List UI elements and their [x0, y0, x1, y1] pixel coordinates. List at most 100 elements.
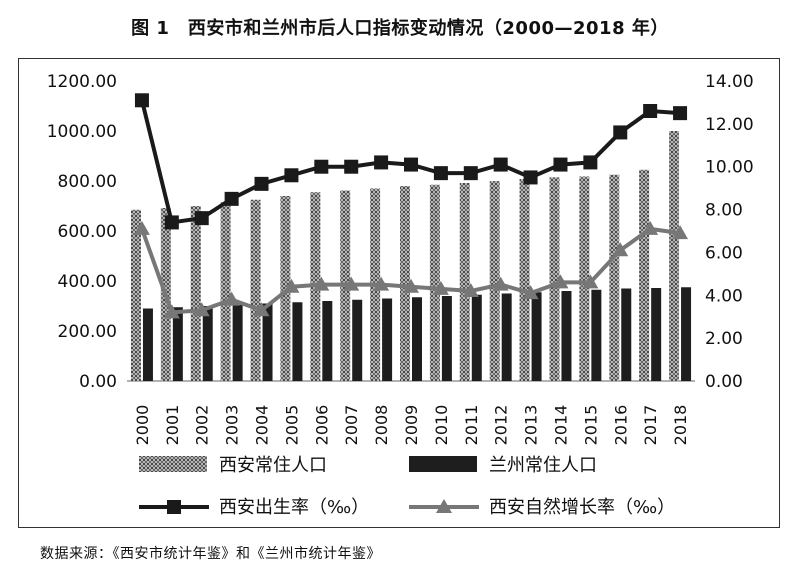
growth-rate-marker: [313, 276, 330, 291]
left-axis-tick-label: 1000.00: [47, 122, 117, 142]
xian-population-bar: [669, 131, 680, 381]
chart-title: 图 1 西安市和兰州市后人口指标变动情况（2000—2018 年）: [131, 18, 669, 39]
lanzhou-population-bar: [322, 301, 333, 381]
lanzhou-population-bar: [501, 293, 512, 381]
birth-rate-marker: [404, 157, 418, 172]
xian-population-bar: [519, 179, 530, 381]
xian-population-bar: [489, 181, 500, 381]
xian-population-bar: [579, 176, 590, 381]
xian-population-bar: [220, 202, 231, 381]
chart-svg: 0.00 200.00 400.00 600.00 800.00 1000.00 1200.…: [47, 72, 754, 518]
birth-rate-marker: [493, 157, 508, 172]
growth-rate-marker: [492, 276, 509, 291]
left-axis-tick-label: 1200.00: [47, 72, 117, 92]
birth-rate-marker: [523, 170, 538, 185]
x-tick-label: 2007: [342, 405, 361, 446]
x-tick-label: 2004: [253, 405, 272, 446]
x-tick-label: 2000: [133, 405, 152, 446]
x-tick-label: 2002: [193, 405, 212, 446]
lanzhou-population-bar: [561, 291, 572, 381]
x-tick-label: 2014: [551, 405, 570, 446]
legend-birth-rate-marker: [167, 500, 181, 514]
lanzhou-population-bar: [531, 292, 542, 381]
legend-xian-population-label: 西安常住人口: [219, 455, 327, 476]
source-note: 数据来源：《西安市统计年鉴》和《兰州市统计年鉴》: [40, 546, 381, 562]
xian-population-bar: [130, 209, 141, 381]
lanzhou-population-bar: [651, 288, 662, 381]
x-tick-label: 2013: [522, 405, 541, 446]
right-axis-tick-label: 0.00: [705, 372, 743, 392]
growth-rate-marker: [253, 302, 270, 317]
lanzhou-population-bar: [471, 294, 482, 381]
x-tick-label: 2015: [581, 405, 600, 446]
left-axis-tick-label: 0.00: [79, 372, 117, 392]
lanzhou-population-bar: [142, 308, 153, 381]
legend-growth-rate-marker: [436, 499, 452, 513]
growth-rate-marker: [612, 242, 629, 257]
growth-rate-marker: [522, 285, 539, 300]
legend-lanzhou-population-label: 兰州常住人口: [489, 455, 597, 476]
xian-population-bar: [459, 183, 470, 381]
birth-rate-marker: [433, 166, 448, 181]
birth-rate-marker: [284, 168, 299, 183]
growth-rate-marker: [672, 225, 689, 240]
x-tick-label: 2005: [282, 405, 301, 446]
lanzhou-population-bar: [681, 287, 692, 381]
left-axis-tick-label: 400.00: [58, 272, 117, 292]
growth-rate-marker: [642, 220, 659, 235]
birth-rate-marker: [254, 176, 269, 191]
birth-rate-marker: [344, 159, 359, 174]
lanzhou-population-bar: [621, 288, 632, 381]
growth-rate-marker: [432, 280, 449, 295]
xian-population-bar: [429, 184, 440, 381]
birth-rate-marker: [314, 159, 329, 174]
lanzhou-population-bar: [202, 306, 213, 381]
legend-birth-rate-label: 西安出生率（‰）: [219, 497, 369, 518]
growth-rate-marker: [403, 278, 419, 293]
xian-population-bar: [250, 199, 261, 381]
growth-rate-marker: [343, 276, 360, 291]
legend-growth-rate-label: 西安自然增长率（‰）: [489, 497, 675, 518]
x-tick-label: 2003: [223, 405, 242, 446]
right-axis-tick-label: 6.00: [705, 243, 743, 263]
x-tick-label: 2001: [163, 405, 182, 446]
lanzhou-population-bar: [262, 303, 273, 381]
right-axis-tick-label: 12.00: [705, 115, 754, 135]
xian-population-bar: [609, 174, 620, 381]
x-tick-label: 2011: [462, 405, 481, 446]
growth-rate-marker: [193, 302, 210, 317]
xian-population-bar: [190, 206, 201, 381]
growth-rate-marker: [223, 291, 240, 306]
birth-rate-marker: [463, 166, 478, 181]
x-tick-label: 2018: [671, 405, 690, 446]
birth-rate-marker: [553, 157, 568, 172]
xian-population-bar: [400, 186, 410, 381]
xian-population-bar: [280, 196, 291, 381]
xian-population-bar: [639, 169, 650, 381]
left-axis-tick-label: 800.00: [58, 172, 117, 192]
x-tick-label: 2016: [611, 405, 630, 446]
growth-rate-marker: [552, 274, 569, 289]
birth-rate-marker: [134, 93, 149, 108]
x-tick-label: 2017: [641, 405, 660, 446]
growth-rate-marker: [133, 220, 150, 235]
lanzhou-population-bar: [441, 296, 452, 381]
left-axis-tick-label: 200.00: [58, 322, 117, 342]
x-tick-label: 2012: [492, 405, 511, 446]
birth-rate-marker: [374, 155, 389, 170]
lanzhou-population-bar: [412, 297, 422, 381]
right-axis-tick-label: 14.00: [705, 72, 754, 92]
birth-rate-marker: [583, 155, 598, 170]
growth-rate-marker: [163, 304, 180, 319]
birth-rate-marker: [643, 104, 658, 118]
birth-rate-marker: [613, 125, 628, 140]
legend-lanzhou-population-swatch: [409, 456, 477, 472]
growth-rate-marker: [582, 274, 599, 289]
lanzhou-population-bar: [292, 302, 303, 381]
right-axis-tick-label: 10.00: [705, 158, 754, 178]
lanzhou-population-bar: [591, 289, 602, 381]
right-axis-tick-label: 8.00: [705, 201, 743, 221]
legend-xian-population-swatch: [139, 456, 207, 472]
xian-population-bar: [549, 177, 560, 381]
left-axis-tick-label: 600.00: [58, 222, 117, 242]
